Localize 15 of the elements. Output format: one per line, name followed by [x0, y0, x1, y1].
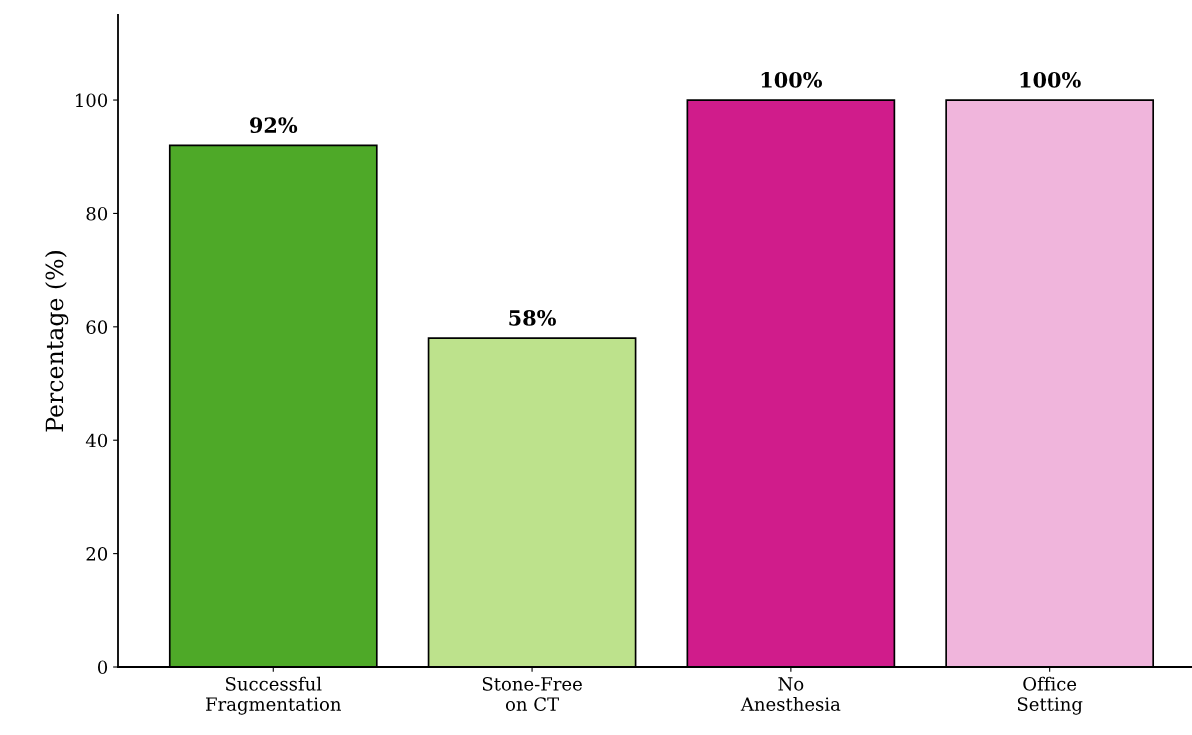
y-axis-title: Percentage (%) — [45, 251, 69, 432]
y-tick-label: 100 — [76, 93, 108, 108]
y-tick-label: 20 — [86, 547, 108, 561]
y-tick-label: 0 — [97, 660, 108, 675]
x-tick-label: No Anesthesia — [740, 677, 841, 711]
x-tick-label: Successful Fragmentation — [206, 676, 342, 715]
x-tick-label: Stone-Free on CT — [482, 677, 582, 711]
y-tick-label: 60 — [86, 320, 108, 334]
data-label: 100% — [761, 71, 822, 88]
data-label: 58% — [509, 310, 556, 326]
y-tick-label: 80 — [86, 206, 108, 221]
data-label: 100% — [1020, 71, 1081, 88]
data-label: 92% — [250, 117, 298, 134]
y-tick-label: 40 — [85, 433, 108, 448]
x-tick-label: Office Setting — [1017, 676, 1083, 715]
